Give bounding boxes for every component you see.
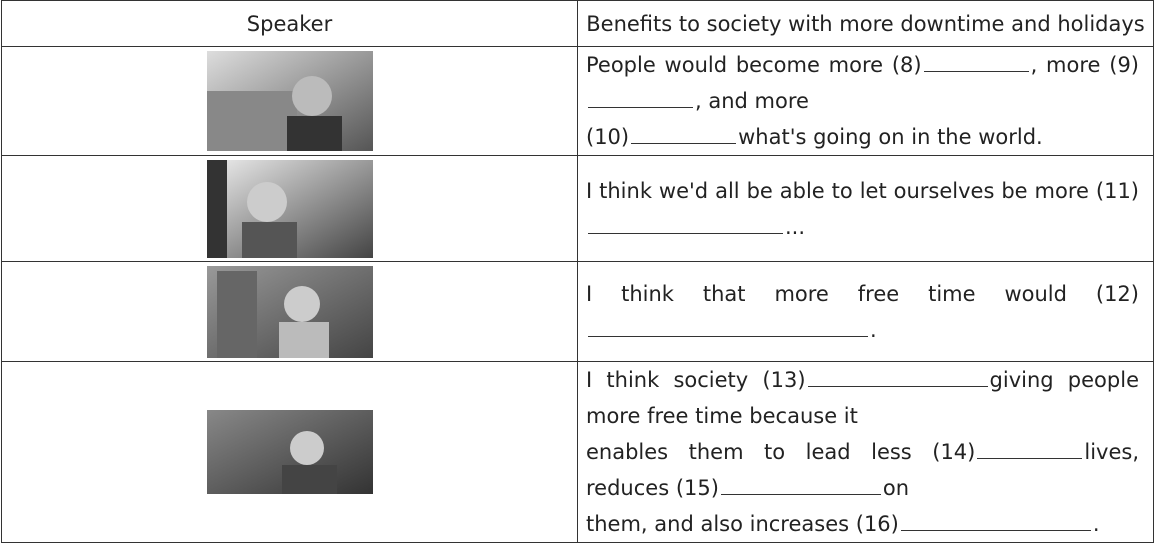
- text: .: [870, 318, 877, 342]
- text: enables them to lead less (14): [586, 440, 975, 464]
- row: I think that more free time would (12).: [2, 262, 1154, 362]
- speaker-photo: [207, 266, 373, 358]
- photo-cell: [2, 362, 578, 543]
- blank: [588, 85, 693, 108]
- text: ...: [785, 215, 805, 239]
- text: (10): [586, 125, 629, 149]
- row: I think we'd all be able to let ourselve…: [2, 156, 1154, 262]
- text: what's going on in the world.: [738, 125, 1043, 149]
- blank: [901, 508, 1091, 531]
- blank: [631, 121, 736, 144]
- header-cell: Benefits to society with more downtime a…: [578, 1, 1154, 47]
- text-cell: I think society (13)giving people more f…: [578, 362, 1154, 543]
- text: , and more: [695, 89, 809, 113]
- text: them, and also increases (16): [586, 512, 899, 536]
- blank: [588, 211, 783, 234]
- header-cell: Speaker: [2, 1, 578, 47]
- blank: [808, 364, 988, 387]
- worksheet-table: Speaker Benefits to society with more do…: [1, 0, 1154, 543]
- text: I think society (13): [586, 368, 806, 392]
- blank: [977, 436, 1082, 459]
- text: People would become more (8): [586, 53, 922, 77]
- row: I think society (13)giving people more f…: [2, 362, 1154, 543]
- text: on: [883, 476, 909, 500]
- text: , more (9): [1031, 53, 1139, 77]
- photo-cell: [2, 156, 578, 262]
- header-row: Speaker Benefits to society with more do…: [2, 1, 1154, 47]
- blank: [588, 314, 868, 337]
- row: People would become more (8) , more (9) , …: [2, 47, 1154, 156]
- text-cell: People would become more (8) , more (9) , …: [578, 47, 1154, 156]
- speaker-photo: [207, 160, 373, 258]
- text: .: [1093, 512, 1100, 536]
- blank: [924, 49, 1029, 72]
- text: I think we'd all be able to let ourselve…: [586, 179, 1139, 203]
- text-cell: I think that more free time would (12).: [578, 262, 1154, 362]
- speaker-photo: [207, 51, 373, 151]
- photo-cell: [2, 47, 578, 156]
- text-cell: I think we'd all be able to let ourselve…: [578, 156, 1154, 262]
- photo-cell: [2, 262, 578, 362]
- speaker-photo: [207, 410, 373, 494]
- blank: [721, 472, 881, 495]
- text: I think that more free time would (12): [586, 282, 1139, 306]
- page: Speaker Benefits to society with more do…: [0, 0, 1155, 496]
